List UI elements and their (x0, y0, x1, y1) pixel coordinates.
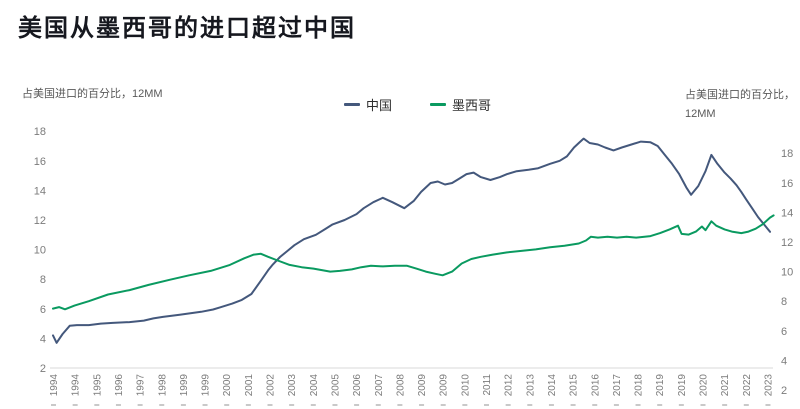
chart-legend: 中国 墨西哥 (344, 95, 491, 114)
right-axis-label-line2: 12MM (685, 108, 716, 120)
x-axis-tick-label: 1996 (114, 374, 125, 397)
china-series-line (52, 137, 771, 344)
x-axis-tick-label: 2000 (222, 374, 233, 397)
legend-item-china: 中国 (344, 95, 392, 114)
y-axis-tick-label-right: 6 (781, 326, 787, 338)
y-axis-tick-label-right: 4 (781, 355, 787, 367)
x-axis-tick-label: 2018 (634, 374, 645, 397)
x-axis-tick-label: 2004 (309, 374, 320, 397)
y-axis-tick-label-right: 18 (781, 148, 793, 160)
y-axis-tick-label-left: 14 (34, 185, 46, 197)
x-axis-tick-label: 2007 (374, 374, 385, 397)
y-axis-tick-label-right: 2 (781, 385, 787, 397)
legend-label-china: 中国 (366, 98, 393, 113)
y-axis-tick-label-left: 10 (34, 245, 46, 257)
x-axis-tick-label: 2003 (287, 374, 298, 397)
x-axis-tick-label: 2005 (330, 374, 341, 397)
legend-item-mexico: 墨西哥 (430, 95, 491, 114)
y-axis-tick-label-left: 4 (40, 333, 46, 345)
x-axis-tick-label: 2023 (763, 374, 774, 397)
y-axis-tick-label-left: 2 (40, 363, 46, 375)
x-axis-tick-label: 2013 (525, 374, 536, 397)
x-axis-tick-label: 1997 (136, 374, 147, 397)
y-axis-tick-label-left: 6 (40, 304, 46, 316)
x-axis-tick-label: 2001 (244, 374, 255, 397)
mexico-line-swatch-icon (430, 103, 447, 106)
y-axis-tick-label-left: 18 (34, 126, 46, 138)
right-axis-label-line1: 占美国进口的百分比， (685, 89, 795, 101)
legend-label-mexico: 墨西哥 (452, 98, 492, 113)
x-axis-tick-label: 2019 (677, 374, 688, 397)
y-axis-tick-label-left: 16 (34, 156, 46, 168)
x-axis-tick-label: 2014 (547, 374, 558, 397)
y-axis-tick-label-right: 10 (781, 267, 793, 279)
right-axis-label: 占美国进口的百分比， 12MM (685, 86, 795, 124)
y-axis-tick-label-right: 14 (781, 207, 793, 219)
x-axis-tick-label: 1994 (71, 374, 82, 397)
x-axis-tick-label: 2019 (655, 374, 666, 397)
x-axis-tick-label: 2012 (504, 374, 515, 397)
x-axis-tick-label: 2017 (612, 374, 623, 397)
x-axis-tick-label: 2020 (699, 374, 710, 397)
x-axis-tick-label: 1994 (49, 374, 60, 397)
y-axis-tick-label-right: 12 (781, 237, 793, 249)
x-axis-tick-label: 1999 (179, 374, 190, 397)
y-axis-tick-label-left: 12 (34, 215, 46, 227)
x-axis-tick-label: 2021 (720, 374, 731, 397)
x-axis-tick-label: 1998 (157, 374, 168, 397)
y-axis-tick-label-left: 8 (40, 274, 46, 286)
x-axis-tick-label: 2015 (569, 374, 580, 397)
x-axis-tick-label: 2006 (352, 374, 363, 397)
mexico-series-line (52, 214, 775, 311)
x-axis-tick-label: 2022 (742, 374, 753, 397)
y-axis-tick-label-right: 16 (781, 178, 793, 190)
x-axis-tick-label: 2008 (395, 374, 406, 397)
x-axis-tick-label: 2016 (590, 374, 601, 397)
x-axis-tick-label: 2011 (482, 374, 493, 396)
x-axis-tick-label: 2002 (266, 374, 277, 397)
x-axis-tick-label: 2009 (417, 374, 428, 397)
x-axis-tick-label: 1999 (201, 374, 212, 397)
page-title: 美国从墨西哥的进口超过中国 (18, 15, 356, 42)
x-axis-tick-label: 1995 (92, 374, 103, 397)
y-axis-tick-label-right: 8 (781, 296, 787, 308)
left-axis-label: 占美国进口的百分比，12MM (22, 88, 163, 100)
x-axis-tick-label: 2009 (439, 374, 450, 397)
x-axis-tick-label: 2010 (460, 374, 471, 397)
china-line-swatch-icon (344, 103, 360, 106)
